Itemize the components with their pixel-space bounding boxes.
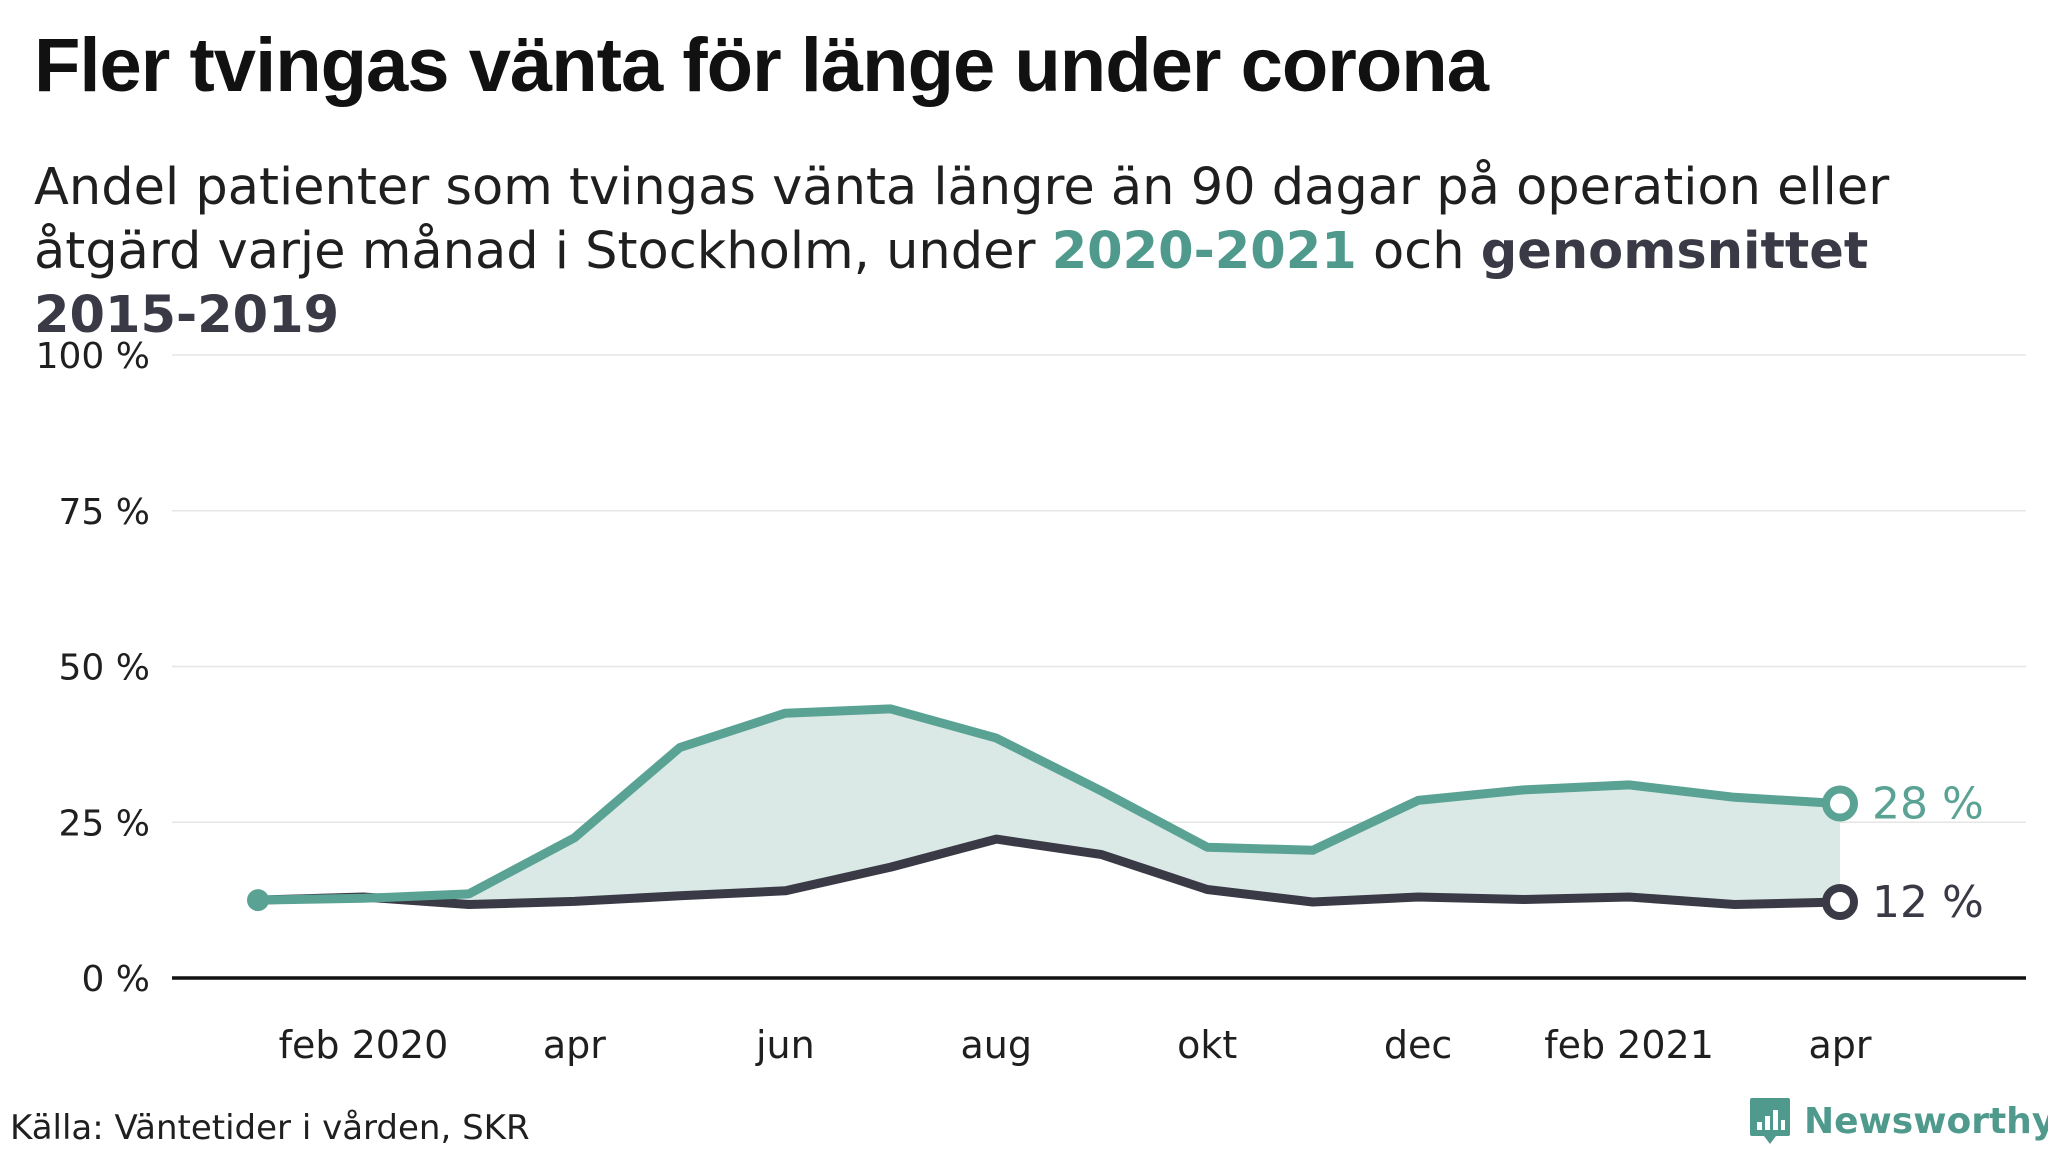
- logo-text: Newsworthy: [1804, 1100, 2048, 1142]
- x-tick-label: feb 2021: [1544, 1023, 1714, 1067]
- subtitle-text-2: och: [1356, 222, 1481, 281]
- difference-area: [258, 708, 1840, 905]
- subtitle-text-1: Andel patienter som tvingas vänta längre…: [34, 158, 1890, 281]
- x-tick-label: jun: [755, 1023, 815, 1067]
- newsworthy-chart-icon: [1750, 1098, 1790, 1144]
- axis-labels: 0 % 25 % 50 % 75 % 100 % feb 2020 apr jun aug okt…: [36, 336, 1984, 1067]
- end-point-average: [1822, 883, 1858, 920]
- gridlines: [172, 354, 2026, 823]
- series-line-average: [253, 834, 1845, 909]
- chart-title: Fler tvingas vänta för länge under coron…: [34, 23, 1489, 108]
- end-point-2020-2021: [1822, 785, 1858, 822]
- x-tick-label: aug: [961, 1023, 1033, 1067]
- x-tick-label: feb 2020: [279, 1023, 449, 1067]
- y-tick-label: 50 %: [59, 648, 150, 689]
- end-label-average: 12 %: [1872, 877, 1984, 928]
- series-lines: [253, 704, 1845, 909]
- source-note: Källa: Väntetider i vården, SKR: [10, 1108, 530, 1148]
- series-start-point: [247, 889, 269, 912]
- subtitle-highlight-2020-2021: 2020-2021: [1051, 222, 1357, 281]
- y-tick-label: 25 %: [59, 803, 150, 844]
- y-tick-label: 75 %: [59, 492, 150, 533]
- difference-area-fill: [258, 708, 1840, 905]
- series-line-2020-2021: [253, 704, 1845, 905]
- x-tick-label: apr: [1808, 1023, 1871, 1067]
- subtitle-highlight-average: genomsnittet 2015-2019: [34, 222, 1869, 345]
- x-tick-label: okt: [1177, 1023, 1237, 1067]
- newsworthy-logo: Newsworthy: [1748, 1096, 2048, 1146]
- series-markers: [247, 785, 1858, 920]
- x-tick-label: dec: [1384, 1023, 1452, 1067]
- y-tick-label: 100 %: [36, 336, 150, 377]
- chart-subtitle: Andel patienter som tvingas vänta längre…: [34, 156, 2024, 348]
- x-tick-label: apr: [543, 1023, 606, 1067]
- end-label-2020-2021: 28 %: [1872, 779, 1984, 830]
- y-tick-label: 0 %: [81, 959, 150, 1000]
